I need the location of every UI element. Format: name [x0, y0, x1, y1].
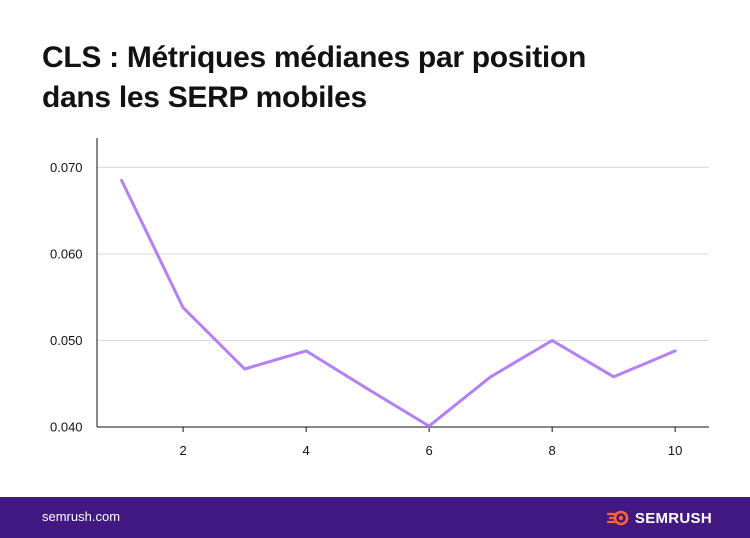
data-point — [612, 375, 615, 378]
brand-logo: SEMRUSH — [606, 508, 712, 528]
chart-title-line-2: dans les SERP mobiles — [42, 81, 367, 114]
data-point — [243, 368, 246, 371]
x-tick-label: 8 — [549, 443, 556, 458]
series-line — [120, 178, 677, 428]
y-tick-label: 0.070 — [50, 160, 83, 175]
y-tick-label: 0.040 — [50, 420, 83, 435]
x-tick-label: 6 — [426, 443, 433, 458]
data-point — [120, 179, 123, 182]
brand-name: SEMRUSH — [634, 509, 712, 527]
x-tick-label: 2 — [179, 443, 186, 458]
data-point — [674, 349, 677, 352]
footer-bar: semrush.com SEMRUSH — [0, 497, 750, 538]
footer-url: semrush.com — [42, 509, 121, 524]
data-point — [182, 306, 185, 309]
data-point — [305, 349, 308, 352]
y-tick-label: 0.050 — [50, 333, 83, 348]
x-tick-label: 10 — [668, 443, 682, 458]
y-tick-label: 0.060 — [50, 246, 83, 261]
data-point — [366, 387, 369, 390]
data-point — [489, 375, 492, 378]
semrush-fireball-icon — [606, 510, 629, 526]
data-point — [428, 425, 431, 428]
chart-title: CLS : Métriques médianes par position da… — [42, 38, 682, 118]
data-point — [551, 339, 554, 342]
x-tick-label: 4 — [303, 443, 310, 458]
chart-title-line-1: CLS : Métriques médianes par position — [42, 41, 586, 74]
